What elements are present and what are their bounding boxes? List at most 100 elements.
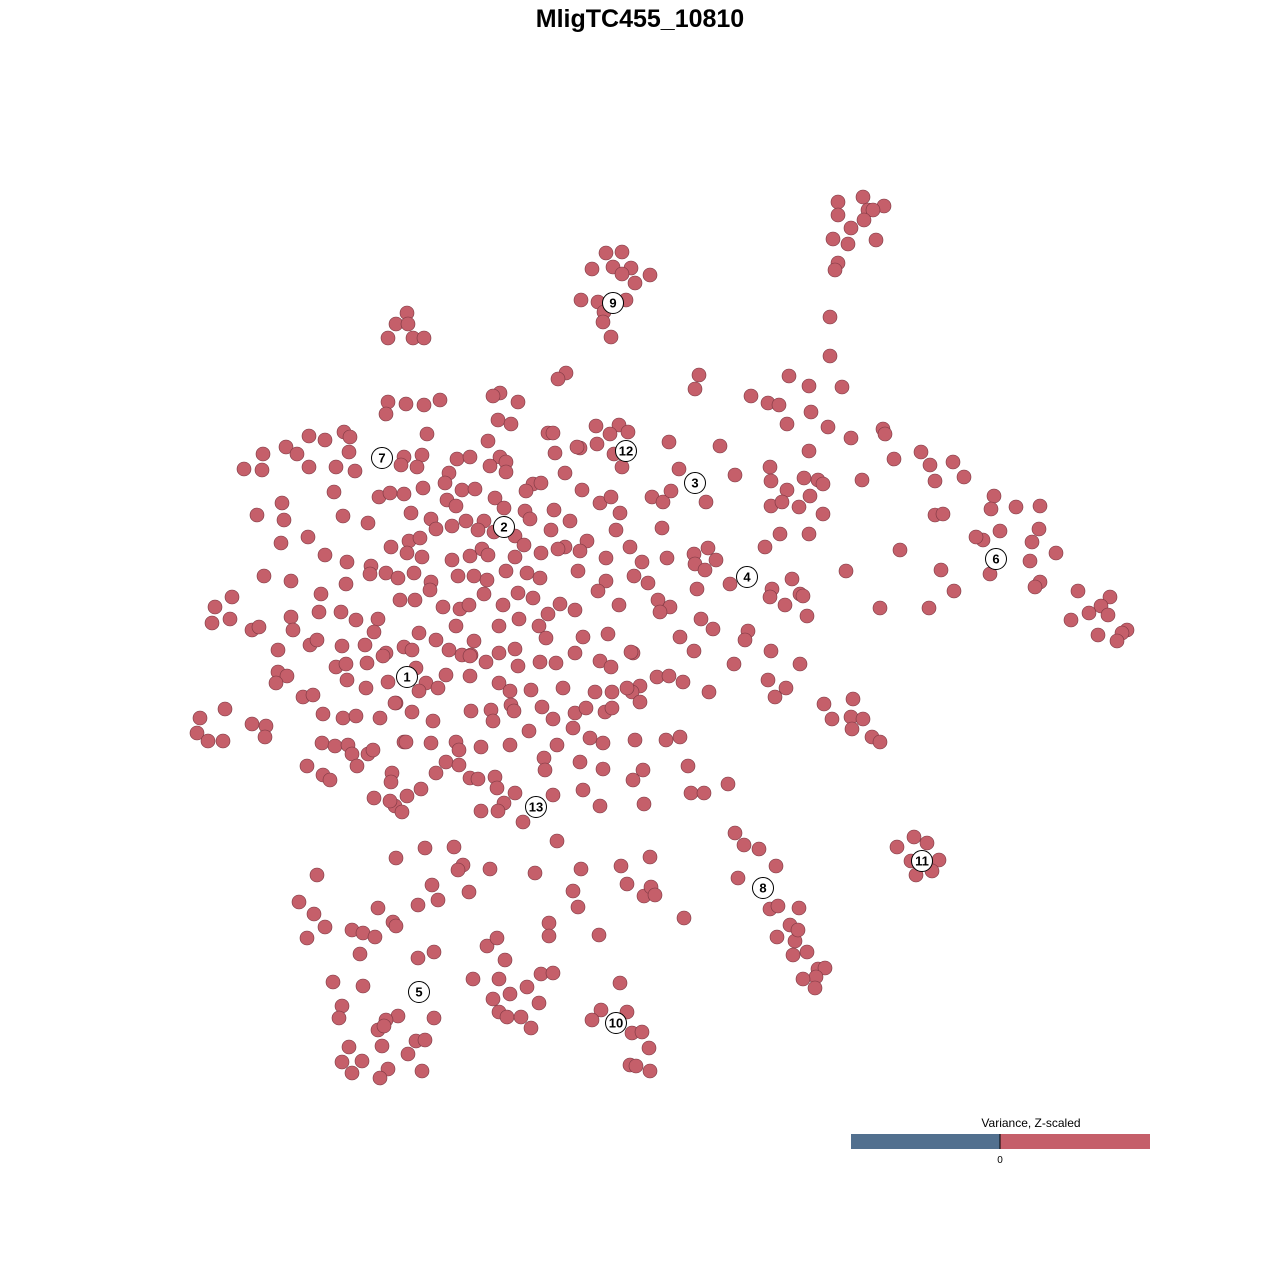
data-point [359, 655, 375, 671]
data-point [730, 870, 746, 886]
data-point [215, 733, 231, 749]
data-point [791, 499, 807, 515]
data-point [428, 632, 444, 648]
data-point [1022, 553, 1038, 569]
data-point [619, 876, 635, 892]
data-point [485, 388, 501, 404]
data-point [830, 194, 846, 210]
data-point [470, 522, 486, 538]
data-point [317, 547, 333, 563]
data-point [482, 458, 498, 474]
data-point [687, 381, 703, 397]
data-point [614, 459, 630, 475]
data-point [785, 947, 801, 963]
data-point [257, 729, 273, 745]
data-point [438, 754, 454, 770]
cluster-label-badge [605, 1012, 627, 1034]
data-point [417, 1032, 433, 1048]
data-point [207, 599, 223, 615]
data-point [426, 1010, 442, 1026]
data-point [557, 465, 573, 481]
data-point [416, 397, 432, 413]
data-point [803, 404, 819, 420]
data-point [283, 573, 299, 589]
data-point [686, 643, 702, 659]
data-point [503, 416, 519, 432]
data-point [844, 721, 860, 737]
data-point [327, 738, 343, 754]
data-point [579, 533, 595, 549]
data-point [411, 625, 427, 641]
data-point [499, 1009, 515, 1025]
data-point [604, 684, 620, 700]
data-point [462, 668, 478, 684]
data-point [392, 592, 408, 608]
data-point [550, 541, 566, 557]
data-point [855, 189, 871, 205]
data-point [603, 489, 619, 505]
data-point [1100, 607, 1116, 623]
data-point [627, 275, 643, 291]
data-point [906, 829, 922, 845]
data-point [622, 539, 638, 555]
data-point [762, 459, 778, 475]
data-point [567, 602, 583, 618]
data-point [317, 432, 333, 448]
data-point [533, 475, 549, 491]
data-point [495, 597, 511, 613]
data-point [956, 469, 972, 485]
data-point [412, 530, 428, 546]
cluster-label-badge [493, 516, 515, 538]
data-point [251, 619, 267, 635]
data-point [422, 582, 438, 598]
data-point [726, 656, 742, 672]
data-point [309, 867, 325, 883]
data-point [779, 416, 795, 432]
legend-low-bar [851, 1134, 1000, 1149]
data-point [507, 641, 523, 657]
data-point [502, 986, 518, 1002]
data-point [378, 406, 394, 422]
data-point [654, 520, 670, 536]
data-point [872, 600, 888, 616]
data-point [792, 656, 808, 672]
data-point [370, 611, 386, 627]
data-point [404, 642, 420, 658]
data-point [339, 672, 355, 688]
data-point [590, 583, 606, 599]
data-point [538, 630, 554, 646]
cluster-label-text: 4 [743, 570, 751, 585]
data-point [801, 378, 817, 394]
data-point [430, 892, 446, 908]
data-point [366, 624, 382, 640]
data-point [807, 980, 823, 996]
data-point [757, 539, 773, 555]
data-point [334, 998, 350, 1014]
data-point [680, 758, 696, 774]
data-point [816, 696, 832, 712]
data-point [461, 597, 477, 613]
data-point [249, 507, 265, 523]
data-point [409, 459, 425, 475]
data-point [311, 604, 327, 620]
data-point [438, 667, 454, 683]
data-point [822, 309, 838, 325]
data-point [478, 654, 494, 670]
data-point [374, 1038, 390, 1054]
data-point [1048, 545, 1064, 561]
legend-high-bar [1000, 1134, 1150, 1149]
data-point [404, 704, 420, 720]
data-point [510, 394, 526, 410]
data-point [387, 695, 403, 711]
data-point [736, 837, 752, 853]
data-point [698, 494, 714, 510]
data-point [367, 929, 383, 945]
data-point [531, 618, 547, 634]
data-point [338, 656, 354, 672]
cluster-label: 2 [493, 516, 515, 538]
data-point [398, 396, 414, 412]
data-point [317, 919, 333, 935]
data-point [244, 716, 260, 732]
data-point [491, 618, 507, 634]
cluster-label-text: 11 [915, 854, 929, 869]
